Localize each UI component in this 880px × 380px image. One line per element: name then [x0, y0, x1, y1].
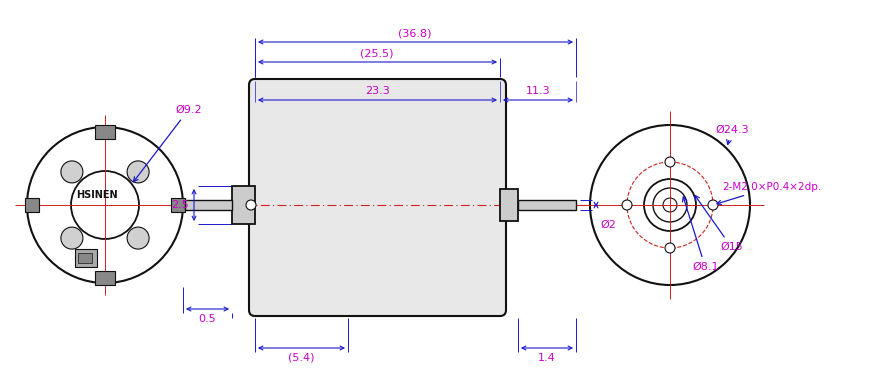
Text: Ø2: Ø2 [600, 220, 616, 230]
Circle shape [246, 200, 256, 210]
FancyBboxPatch shape [249, 79, 506, 316]
Text: 0.5: 0.5 [198, 314, 216, 324]
Circle shape [127, 227, 149, 249]
Bar [25, 198, 39, 212]
Text: Ø15: Ø15 [695, 195, 743, 252]
Text: HSINEN: HSINEN [77, 190, 118, 200]
Bar [171, 198, 185, 212]
Bar [185, 200, 232, 210]
Circle shape [622, 200, 632, 210]
Text: Ø9.2: Ø9.2 [134, 105, 202, 182]
Circle shape [665, 157, 675, 167]
Circle shape [665, 243, 675, 253]
Text: 2-M2.0×P0.4×2dp.: 2-M2.0×P0.4×2dp. [717, 182, 821, 204]
Circle shape [127, 161, 149, 183]
Circle shape [61, 161, 83, 183]
Text: 2.5: 2.5 [172, 200, 189, 210]
Text: 11.3: 11.3 [525, 86, 550, 96]
Text: Ø24.3: Ø24.3 [715, 125, 749, 144]
Bar [232, 186, 255, 224]
Bar [75, 249, 97, 267]
Bar [518, 200, 576, 210]
Bar [95, 271, 115, 285]
Bar [95, 125, 115, 139]
Text: (36.8): (36.8) [399, 29, 432, 39]
Text: Ø8.1: Ø8.1 [683, 197, 718, 272]
Text: 23.3: 23.3 [364, 86, 389, 96]
Bar [78, 253, 92, 263]
Text: (25.5): (25.5) [360, 49, 393, 59]
Circle shape [708, 200, 718, 210]
Bar [500, 189, 518, 221]
Circle shape [61, 227, 83, 249]
Text: 1.4: 1.4 [539, 353, 556, 363]
Text: (5.4): (5.4) [288, 353, 314, 363]
